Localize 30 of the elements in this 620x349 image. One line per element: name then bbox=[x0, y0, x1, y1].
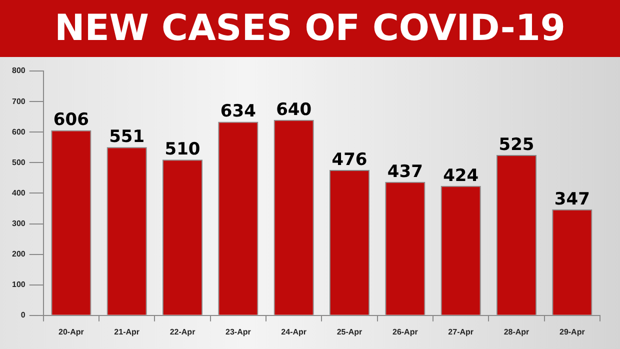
data-label: 634 bbox=[220, 102, 256, 122]
y-tick-label: 200 bbox=[12, 250, 26, 259]
y-tick-label: 700 bbox=[12, 96, 26, 106]
y-tick-label: 300 bbox=[12, 218, 26, 228]
x-tick-label: 29-Apr bbox=[559, 327, 585, 336]
chart-title: NEW CASES OF COVID-19 bbox=[54, 8, 566, 49]
data-label: 424 bbox=[443, 166, 479, 186]
x-tick-label: 21-Apr bbox=[114, 327, 140, 336]
y-tick-label: 500 bbox=[12, 158, 26, 167]
y-tick-label: 800 bbox=[12, 66, 26, 76]
data-label: 525 bbox=[498, 134, 534, 155]
x-tick-label: 26-Apr bbox=[392, 327, 418, 336]
y-tick-label: 0 bbox=[20, 310, 26, 320]
x-tick-label: 22-Apr bbox=[170, 327, 196, 336]
x-tick-label: 27-Apr bbox=[448, 327, 474, 336]
data-label: 347 bbox=[554, 189, 590, 210]
data-label: 606 bbox=[53, 110, 89, 130]
data-label: 437 bbox=[387, 162, 423, 182]
y-tick-label: 600 bbox=[12, 127, 26, 136]
x-tick-label: 23-Apr bbox=[226, 327, 251, 336]
x-tick-label: 28-Apr bbox=[504, 327, 530, 336]
x-tick-label: 24-Apr bbox=[281, 327, 307, 336]
data-label: 640 bbox=[276, 100, 312, 120]
y-tick-label: 400 bbox=[12, 188, 26, 198]
data-label: 510 bbox=[164, 140, 200, 160]
data-label: 476 bbox=[332, 150, 368, 170]
x-tick-label: 25-Apr bbox=[336, 327, 362, 336]
x-tick-label: 20-Apr bbox=[58, 327, 84, 336]
y-tick-label: 100 bbox=[12, 280, 26, 290]
data-label: 551 bbox=[109, 126, 145, 147]
